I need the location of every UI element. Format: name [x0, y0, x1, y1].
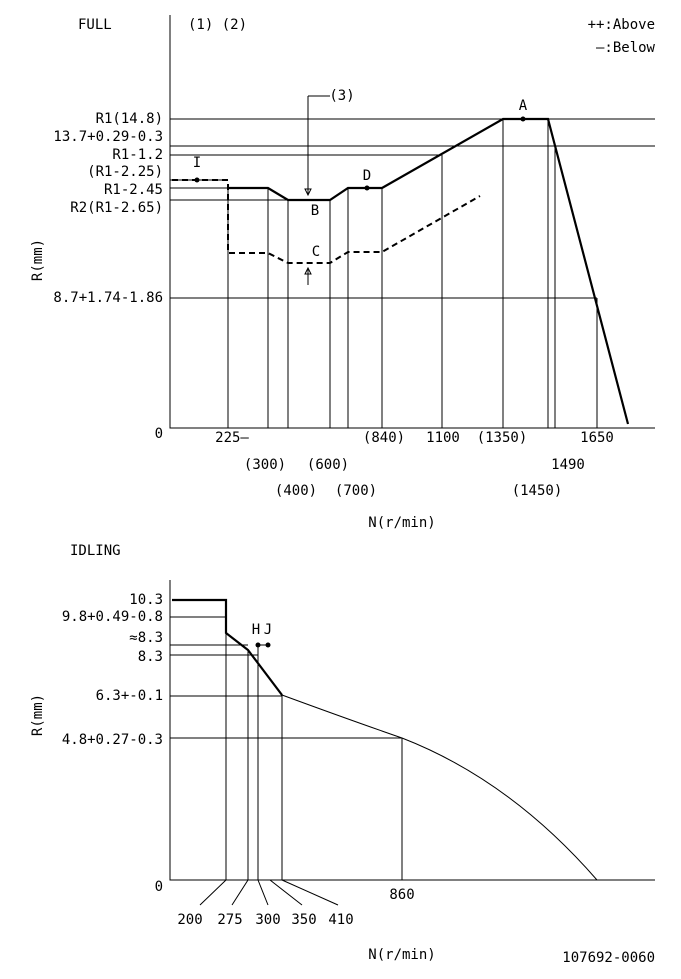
x-label: 410 — [328, 912, 353, 928]
x-label: 275 — [217, 912, 242, 928]
y-label: 9.8+0.49-0.8 — [62, 609, 163, 625]
notes: (1) (2) — [188, 17, 247, 33]
point-label: H — [252, 622, 260, 638]
y-label: R1-2.45 — [104, 182, 163, 198]
x-label: (400) — [275, 483, 317, 499]
lower-frame — [169, 580, 655, 906]
x-label: (700) — [335, 483, 377, 499]
x-title: N(r/min) — [368, 515, 435, 531]
y-label: R2(R1-2.65) — [70, 200, 163, 216]
y-label: ≈8.3 — [129, 630, 163, 646]
y-title: R(mm) — [30, 694, 46, 736]
y-label: 0 — [155, 879, 163, 895]
point-label: A — [519, 98, 528, 114]
y-title: R(mm) — [30, 239, 46, 281]
y-label: 13.7+0.29-0.3 — [53, 129, 163, 145]
x-label: (1450) — [512, 483, 563, 499]
x-label: (840) — [363, 430, 405, 446]
x-label: (1350) — [477, 430, 528, 446]
x-label: 225— — [215, 430, 249, 446]
x-label: 1650 — [580, 430, 614, 446]
y-label: 0 — [155, 426, 163, 442]
y-label: 8.3 — [138, 649, 163, 665]
upper-frame — [169, 15, 655, 429]
point-label: C — [312, 244, 320, 260]
x-label: 200 — [177, 912, 202, 928]
x-label: 1490 — [551, 457, 585, 473]
drawing-code: 107692-0060 — [562, 950, 655, 966]
y-label: 4.8+0.27-0.3 — [62, 732, 163, 748]
x-label: 1100 — [426, 430, 460, 446]
section-title: FULL — [78, 17, 112, 33]
labels: FULL (1) (2) ++:Above —:Below R1(14.8) 13.7+0… — [30, 17, 656, 966]
x-label: 860 — [389, 887, 414, 903]
point-label: B — [311, 203, 319, 219]
x-label: 300 — [255, 912, 280, 928]
y-label: R1(14.8) — [96, 111, 163, 127]
x-label: 350 — [291, 912, 316, 928]
point-label: I — [193, 155, 201, 171]
point-label: D — [363, 168, 371, 184]
legend-entry: ++:Above — [588, 17, 655, 33]
x-label: (600) — [307, 457, 349, 473]
x-label: (300) — [244, 457, 286, 473]
y-label: 8.7+1.74-1.86 — [53, 290, 163, 306]
section-title: IDLING — [70, 543, 121, 559]
point-label: J — [264, 622, 272, 638]
y-label: (R1-2.25) — [87, 164, 163, 180]
legend-entry: —:Below — [596, 40, 656, 56]
y-label: R1-1.2 — [112, 147, 163, 163]
point-label: (3) — [329, 88, 354, 104]
y-label: 10.3 — [129, 592, 163, 608]
y-label: 6.3+-0.1 — [96, 688, 163, 704]
x-title: N(r/min) — [368, 947, 435, 963]
